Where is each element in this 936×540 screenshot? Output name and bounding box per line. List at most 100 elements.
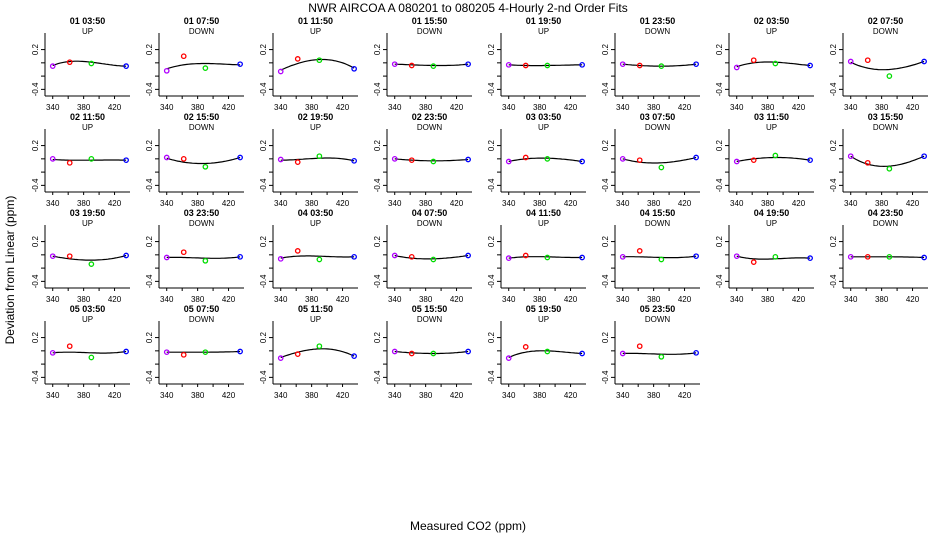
y-tick-label: -0.4 xyxy=(145,82,154,96)
panel-title: 02 15:50 xyxy=(184,112,220,122)
data-point xyxy=(772,253,779,260)
panel-direction-label: DOWN xyxy=(189,27,215,36)
y-tick-label: 0.2 xyxy=(145,235,154,247)
data-point xyxy=(465,348,471,355)
y-tick-label: 0.2 xyxy=(31,235,40,247)
data-point xyxy=(619,61,626,68)
y-tick-label: -0.4 xyxy=(31,274,40,288)
y-tick-label: 0.2 xyxy=(487,331,496,343)
y-tick-label: 0.2 xyxy=(601,331,610,343)
y-tick-label: -0.4 xyxy=(601,274,610,288)
panel-direction-label: UP xyxy=(310,315,321,324)
data-point xyxy=(66,253,73,260)
panel-title: 04 03:50 xyxy=(298,208,334,218)
x-tick-label: 420 xyxy=(906,103,920,112)
x-tick-label: 340 xyxy=(388,199,402,208)
y-tick-label: -0.4 xyxy=(145,370,154,384)
data-point xyxy=(619,253,626,260)
data-point xyxy=(619,350,626,357)
data-point xyxy=(49,63,56,70)
data-point xyxy=(294,56,301,62)
y-tick-label: -0.4 xyxy=(31,370,40,384)
fit-curve xyxy=(736,156,811,163)
y-tick-label: -0.4 xyxy=(373,274,382,288)
panel-direction-label: UP xyxy=(766,27,777,36)
panel-title: 02 11:50 xyxy=(70,112,105,122)
x-tick-label: 420 xyxy=(108,103,122,112)
panel-title: 04 15:50 xyxy=(640,208,676,218)
panel-direction-label: DOWN xyxy=(873,27,899,36)
x-tick-label: 340 xyxy=(844,103,858,112)
panel-direction-label: UP xyxy=(538,219,549,228)
data-point xyxy=(505,255,512,262)
data-point xyxy=(351,353,357,359)
panel-title: 02 23:50 xyxy=(412,112,448,122)
data-point xyxy=(733,158,740,165)
panel-direction-label: UP xyxy=(766,123,777,132)
data-point xyxy=(123,348,129,355)
x-tick-label: 380 xyxy=(761,295,775,304)
y-tick-label: 0.2 xyxy=(373,235,382,247)
y-tick-label: 0.2 xyxy=(829,139,838,151)
data-point xyxy=(66,159,73,166)
data-point xyxy=(123,252,129,259)
x-tick-label: 340 xyxy=(388,103,402,112)
data-point xyxy=(619,155,626,162)
x-tick-label: 380 xyxy=(875,295,889,304)
x-tick-label: 340 xyxy=(502,295,516,304)
data-point xyxy=(505,158,512,165)
x-tick-label: 380 xyxy=(191,391,205,400)
data-point xyxy=(847,253,854,260)
x-tick-label: 340 xyxy=(502,199,516,208)
x-tick-label: 340 xyxy=(160,391,174,400)
x-tick-label: 340 xyxy=(616,199,630,208)
data-point xyxy=(391,155,398,162)
panel-title: 01 19:50 xyxy=(526,16,562,26)
panel-direction-label: UP xyxy=(82,123,93,132)
y-tick-label: -0.4 xyxy=(487,178,496,192)
panel-direction-label: DOWN xyxy=(417,315,443,324)
fit-curve xyxy=(166,256,241,259)
data-point xyxy=(316,57,323,64)
data-point xyxy=(237,253,243,260)
panel-title: 05 19:50 xyxy=(526,304,562,314)
data-point xyxy=(886,165,893,172)
data-point xyxy=(886,253,893,260)
x-tick-label: 380 xyxy=(647,199,661,208)
data-point xyxy=(693,154,699,161)
x-tick-label: 380 xyxy=(533,199,547,208)
x-tick-label: 420 xyxy=(564,295,578,304)
data-point xyxy=(505,61,512,68)
y-tick-label: 0.2 xyxy=(145,139,154,151)
fit-curve xyxy=(280,255,355,259)
x-tick-label: 340 xyxy=(502,103,516,112)
x-tick-label: 420 xyxy=(792,199,806,208)
data-point xyxy=(522,252,529,259)
data-point xyxy=(579,254,585,261)
x-tick-label: 420 xyxy=(222,103,236,112)
x-tick-label: 340 xyxy=(160,295,174,304)
data-point xyxy=(49,349,56,356)
x-tick-label: 340 xyxy=(616,103,630,112)
data-point xyxy=(202,65,209,71)
x-tick-label: 340 xyxy=(730,199,744,208)
x-tick-label: 420 xyxy=(792,103,806,112)
data-point xyxy=(180,155,187,162)
panel-title: 01 11:50 xyxy=(298,16,333,26)
panel-title: 03 03:50 xyxy=(526,112,562,122)
x-tick-label: 420 xyxy=(108,391,122,400)
y-tick-label: -0.4 xyxy=(31,178,40,192)
data-point xyxy=(391,348,398,355)
x-tick-label: 340 xyxy=(844,199,858,208)
y-tick-label: 0.2 xyxy=(373,331,382,343)
data-point xyxy=(636,248,643,254)
x-tick-label: 340 xyxy=(616,295,630,304)
data-point xyxy=(202,349,209,356)
y-tick-label: 0.2 xyxy=(601,139,610,151)
data-point xyxy=(430,63,437,70)
